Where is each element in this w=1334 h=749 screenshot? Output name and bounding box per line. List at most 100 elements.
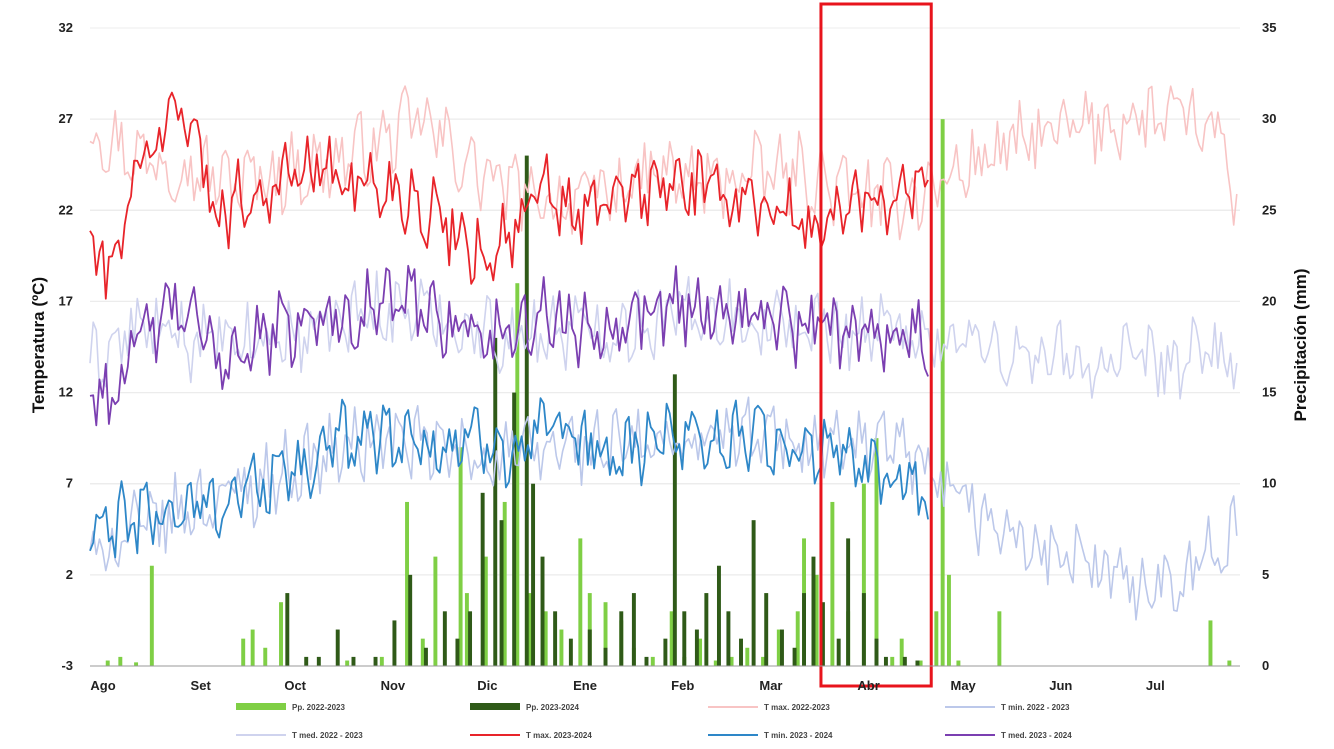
precip-bar-pp_2324 (802, 593, 806, 666)
precip-bar-pp_2324 (512, 392, 517, 666)
precip-bar-pp_2223 (946, 574, 951, 666)
y-tick-label: -3 (61, 658, 73, 673)
y2-tick-label: 35 (1262, 20, 1276, 35)
precip-bar-pp_2324 (304, 656, 309, 666)
precip-bar-pp_2324 (540, 556, 545, 666)
line-tmed_2324 (89, 264, 929, 427)
precip-bar-pp_2223 (713, 660, 718, 666)
precipitation-bars (105, 119, 1232, 666)
precip-bar-pp_2324 (392, 620, 397, 666)
precip-bar-pp_2324 (631, 593, 636, 666)
legend-label: T max. 2022-2023 (764, 703, 830, 712)
legend-swatch-bar (236, 703, 286, 710)
precip-bar-pp_2223 (1227, 660, 1232, 666)
precip-bar-pp_2223 (527, 593, 532, 666)
precip-bar-pp_2324 (442, 611, 447, 666)
precip-bar-pp_2223 (458, 447, 463, 666)
precip-bar-pp_2223 (559, 629, 564, 666)
precip-bar-pp_2324 (792, 647, 797, 666)
precip-bar-pp_2324 (874, 638, 879, 666)
precip-bar-pp_2324 (811, 556, 816, 666)
precip-bar-pp_2223 (515, 283, 520, 666)
precip-bar-pp_2223 (1208, 620, 1213, 666)
precip-bar-pp_2324 (883, 656, 888, 666)
legend-swatch-bar (470, 703, 520, 710)
precip-bar-pp_2324 (726, 611, 731, 666)
x-tick-label: Ago (90, 678, 115, 693)
legend-label: T min. 2022 - 2023 (1001, 703, 1070, 712)
precip-bar-pp_2324 (493, 337, 498, 666)
precip-bar-pp_2324 (672, 374, 677, 666)
temperature-lines (89, 85, 1238, 621)
y-tick-label: 17 (59, 293, 73, 308)
y2-tick-label: 30 (1262, 111, 1276, 126)
x-tick-label: Jun (1049, 678, 1072, 693)
x-tick-label: Mar (759, 678, 782, 693)
precip-bar-pp_2324 (468, 611, 473, 666)
line-tmax_2324 (89, 91, 929, 300)
precip-bar-pp_2324 (480, 492, 485, 666)
legend-label: T min. 2023 - 2024 (764, 731, 833, 740)
x-tick-label: Abr (857, 678, 879, 693)
precip-bar-pp_2324 (553, 611, 558, 666)
precip-bar-pp_2324 (587, 629, 592, 666)
x-tick-label: Oct (284, 678, 306, 693)
precip-bar-pp_2223 (279, 602, 283, 666)
y-axis-title-left: Temperatura (ºC) (29, 277, 48, 413)
precip-bar-pp_2223 (650, 656, 655, 666)
precip-bar-pp_2223 (379, 656, 384, 666)
precip-bar-pp_2223 (250, 629, 255, 666)
y-tick-label: 12 (59, 385, 73, 400)
y2-tick-label: 25 (1262, 202, 1276, 217)
precip-bar-pp_2223 (263, 647, 268, 666)
precip-bar-pp_2324 (285, 593, 290, 666)
precip-bar-pp_2324 (499, 520, 504, 666)
legend-label: T med. 2022 - 2023 (292, 731, 363, 740)
precip-bar-pp_2324 (820, 602, 825, 666)
precip-bar-pp_2223 (118, 656, 123, 666)
precip-bar-pp_2223 (761, 656, 766, 666)
precip-bar-pp_2223 (464, 593, 469, 666)
precip-bar-pp_2324 (716, 565, 721, 666)
precip-bar-pp_2324 (351, 656, 356, 666)
precip-bar-pp_2223 (729, 656, 734, 666)
precip-bar-pp_2223 (420, 638, 425, 666)
precip-bar-pp_2223 (918, 660, 923, 666)
precip-bar-pp_2324 (531, 483, 536, 666)
precip-bar-pp_2223 (997, 611, 1002, 666)
precip-bar-pp_2223 (433, 556, 438, 666)
precip-bar-pp_2324 (915, 660, 920, 666)
precip-bar-pp_2223 (934, 611, 939, 666)
y2-tick-label: 0 (1262, 658, 1269, 673)
precip-bar-pp_2223 (345, 660, 350, 666)
precip-bar-pp_2223 (956, 660, 961, 666)
precip-bar-pp_2324 (335, 629, 340, 666)
precip-bar-pp_2324 (836, 638, 841, 666)
y2-tick-label: 20 (1262, 293, 1276, 308)
precip-bar-pp_2223 (134, 662, 139, 666)
precip-bar-pp_2324 (764, 593, 769, 666)
highlight-box-layer (819, 2, 933, 688)
x-tick-label: Jul (1146, 678, 1165, 693)
x-tick-label: Dic (477, 678, 497, 693)
precip-bar-pp_2223 (603, 602, 608, 666)
y2-tick-label: 10 (1262, 476, 1276, 491)
legend-label: T max. 2023-2024 (526, 731, 592, 740)
precip-bar-pp_2223 (543, 611, 548, 666)
precip-bar-pp_2223 (890, 656, 895, 666)
precip-bar-pp_2324 (780, 629, 784, 666)
precip-bar-pp_2324 (739, 638, 743, 666)
precip-bar-pp_2223 (776, 629, 781, 666)
precip-bar-pp_2223 (698, 638, 703, 666)
highlight-box (819, 2, 933, 688)
precip-bar-pp_2324 (861, 593, 866, 666)
precip-bar-pp_2223 (940, 119, 945, 666)
y2-tick-label: 5 (1262, 567, 1269, 582)
y-tick-label: 32 (59, 20, 73, 35)
precip-bar-pp_2324 (373, 656, 378, 666)
x-tick-label: Feb (671, 678, 694, 693)
y-axis-title-right: Precipitación (mm) (1291, 268, 1310, 421)
precip-bar-pp_2324 (408, 574, 413, 666)
precip-bar-pp_2324 (902, 656, 907, 666)
precip-bar-pp_2223 (861, 483, 866, 666)
